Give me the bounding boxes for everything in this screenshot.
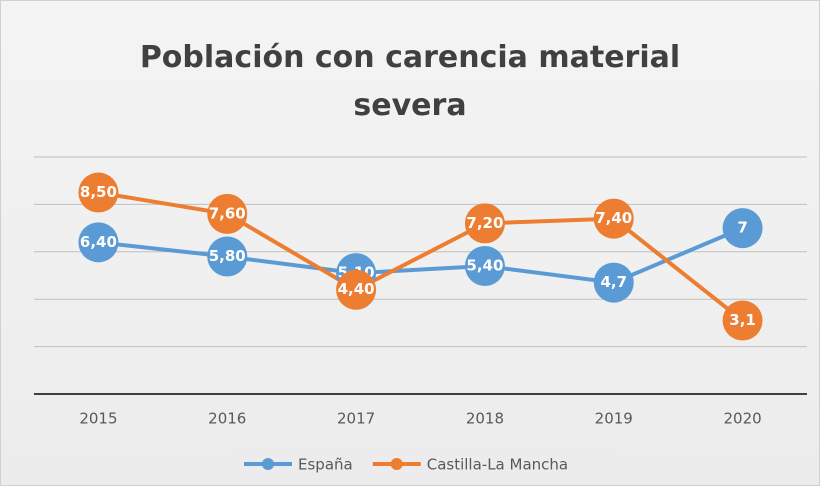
x-tick-label: 2016 <box>208 410 246 428</box>
data-point <box>593 262 634 303</box>
series-line <box>98 190 744 323</box>
data-point <box>722 300 763 341</box>
data-label: 5,40 <box>466 257 503 275</box>
data-label: 7 <box>737 219 747 237</box>
data-label: 7,40 <box>595 209 632 227</box>
legend-marker <box>262 458 274 470</box>
data-point <box>207 236 248 277</box>
x-tick-label: 2015 <box>79 410 117 428</box>
legend-label: España <box>298 456 353 474</box>
legend-label: Castilla-La Mancha <box>427 456 568 474</box>
chart-title: Población con carencia material severa <box>139 40 681 123</box>
data-label: 7,60 <box>209 204 246 222</box>
x-tick-label: 2020 <box>723 410 761 428</box>
data-label: 4,7 <box>600 273 627 291</box>
legend-box <box>232 448 622 480</box>
legend: España Castilla-La Mancha <box>232 448 622 480</box>
legend-marker <box>390 458 403 470</box>
x-tick-label: 2019 <box>595 410 633 428</box>
data-label: 7,20 <box>466 214 503 232</box>
data-point <box>78 172 119 213</box>
data-label: 5,80 <box>209 247 246 265</box>
data-label: 3,1 <box>729 311 756 329</box>
data-label: 4,40 <box>338 280 375 298</box>
data-point <box>464 246 505 287</box>
data-label: 6,40 <box>80 233 117 251</box>
data-point <box>207 193 248 234</box>
data-label: 8,50 <box>80 183 117 201</box>
series-line <box>98 226 744 285</box>
x-tick-label: 2017 <box>337 410 375 428</box>
data-point <box>78 222 119 263</box>
data-point <box>336 269 377 310</box>
x-tick-label: 2018 <box>466 410 504 428</box>
data-point <box>593 198 634 239</box>
data-point <box>464 203 505 244</box>
data-point <box>722 208 763 249</box>
